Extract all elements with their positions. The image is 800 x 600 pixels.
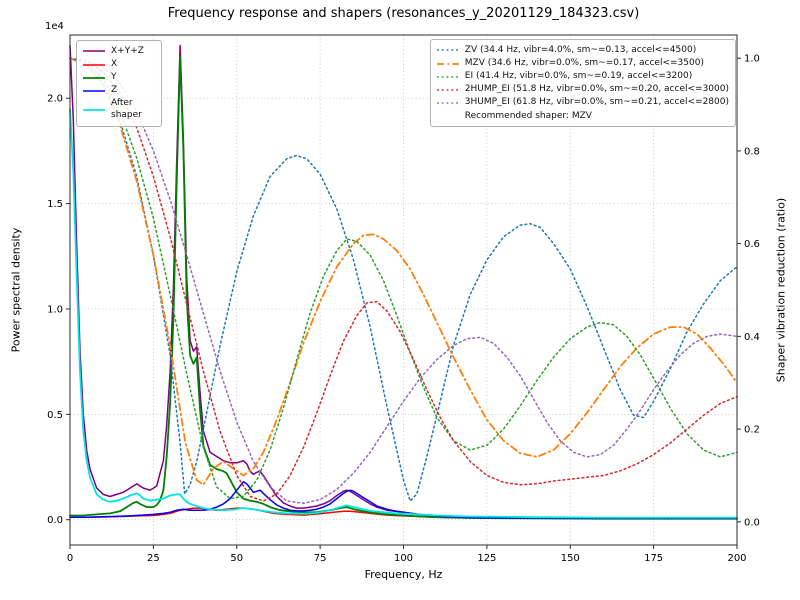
x-tick-label: 75 [314,553,327,564]
legend-label: X [111,58,118,69]
shaper-legend: ZV (34.4 Hz, vibr=4.0%, sm~=0.13, accel<… [429,39,736,127]
series-after [69,107,738,519]
legend-label: MZV (34.6 Hz, vibr=0.0%, sm~=0.17, accel… [464,57,704,68]
z-line-swatch-icon [82,86,106,96]
series-xyz [69,44,738,520]
y-right-tick-label: 0.4 [744,332,760,343]
legend-item-mzv: MZV (34.6 Hz, vibr=0.0%, sm~=0.17, accel… [436,58,729,70]
legend-label: After shaper [111,98,142,120]
recommended-shaper-text: Recommended shaper: MZV [464,110,592,121]
legend-item-x: X [82,59,155,71]
x-tick-label: 150 [561,553,580,564]
legend-label: X+Y+Z [111,45,144,56]
legend-item-xyz: X+Y+Z [82,46,155,58]
series-z [69,481,738,519]
y-right-tick-label: 0.6 [744,239,760,250]
series-zv [69,57,738,502]
2hump-ei-line-swatch-icon [436,85,460,95]
legend-item-after-shaper: After shaper [82,98,155,121]
series-mzv [69,57,738,486]
y-left-tick-label: 0.5 [47,410,63,421]
y-left-tick-label: 0.0 [47,515,63,526]
y-right-tick-label: 0.8 [744,146,760,157]
y-right-tick-label: 1.0 [744,54,760,65]
y-axis-label-left: Power spectral density [9,227,23,353]
x-tick-label: 125 [477,553,496,564]
tick-labels: 0 25 50 75 100 125 150 175 200 0.0 0.5 1.0 1.5 2.0 0.0… [47,54,760,564]
tick-marks [66,57,741,549]
y-axis-offset-text: 1e4 [45,21,64,32]
legend-label: ZV (34.4 Hz, vibr=4.0%, sm~=0.13, accel<… [464,44,697,55]
legend-item-ei: EI (41.4 Hz, vibr=0.0%, sm~=0.19, accel<… [436,71,729,83]
y-line-swatch-icon [82,73,106,83]
x-tick-label: 200 [727,553,746,564]
legend-item-z: Z [82,85,155,97]
legend-label: EI (41.4 Hz, vibr=0.0%, sm~=0.19, accel<… [464,70,693,81]
legend-item-y: Y [82,72,155,84]
legend-item-3hump-ei: 3HUMP_EI (61.8 Hz, vibr=0.0%, sm~=0.21, … [436,97,729,109]
zv-line-swatch-icon [436,45,460,55]
legend-label: Y [111,71,117,82]
x-line-swatch-icon [82,60,106,70]
series-y [69,55,738,520]
y-left-tick-label: 1.5 [47,199,63,210]
xyz-line-swatch-icon [82,46,106,56]
legend-label: 3HUMP_EI (61.8 Hz, vibr=0.0%, sm~=0.21, … [464,97,729,108]
x-tick-label: 175 [644,553,663,564]
legend-item-zv: ZV (34.4 Hz, vibr=4.0%, sm~=0.13, accel<… [436,45,729,57]
3hump-ei-line-swatch-icon [436,98,460,108]
series-hump3 [69,57,738,505]
mzv-line-swatch-icon [436,59,460,69]
psd-legend: X+Y+Z X Y Z After shaper [76,40,162,128]
legend-label: 2HUMP_EI (51.8 Hz, vibr=0.0%, sm~=0.20, … [464,84,729,95]
series-hump2 [69,57,738,502]
ei-line-swatch-icon [436,72,460,82]
y-left-tick-label: 2.0 [47,94,63,105]
x-tick-label: 50 [230,553,243,564]
y-left-tick-label: 1.0 [47,304,63,315]
chart-title: Frequency response and shapers (resonanc… [167,6,640,21]
y-right-tick-label: 0.2 [744,425,760,436]
after-shaper-line-swatch-icon [82,105,106,115]
y-right-tick-label: 0.0 [744,517,760,528]
x-axis-label: Frequency, Hz [364,568,443,581]
x-tick-label: 100 [394,553,413,564]
x-tick-label: 0 [67,553,73,564]
y-axis-label-right: Shaper vibration reduction (ratio) [774,197,788,383]
legend-label: Z [111,85,118,96]
x-tick-label: 25 [147,553,160,564]
legend-item-2hump-ei: 2HUMP_EI (51.8 Hz, vibr=0.0%, sm~=0.20, … [436,84,729,96]
series-ei [69,57,738,500]
